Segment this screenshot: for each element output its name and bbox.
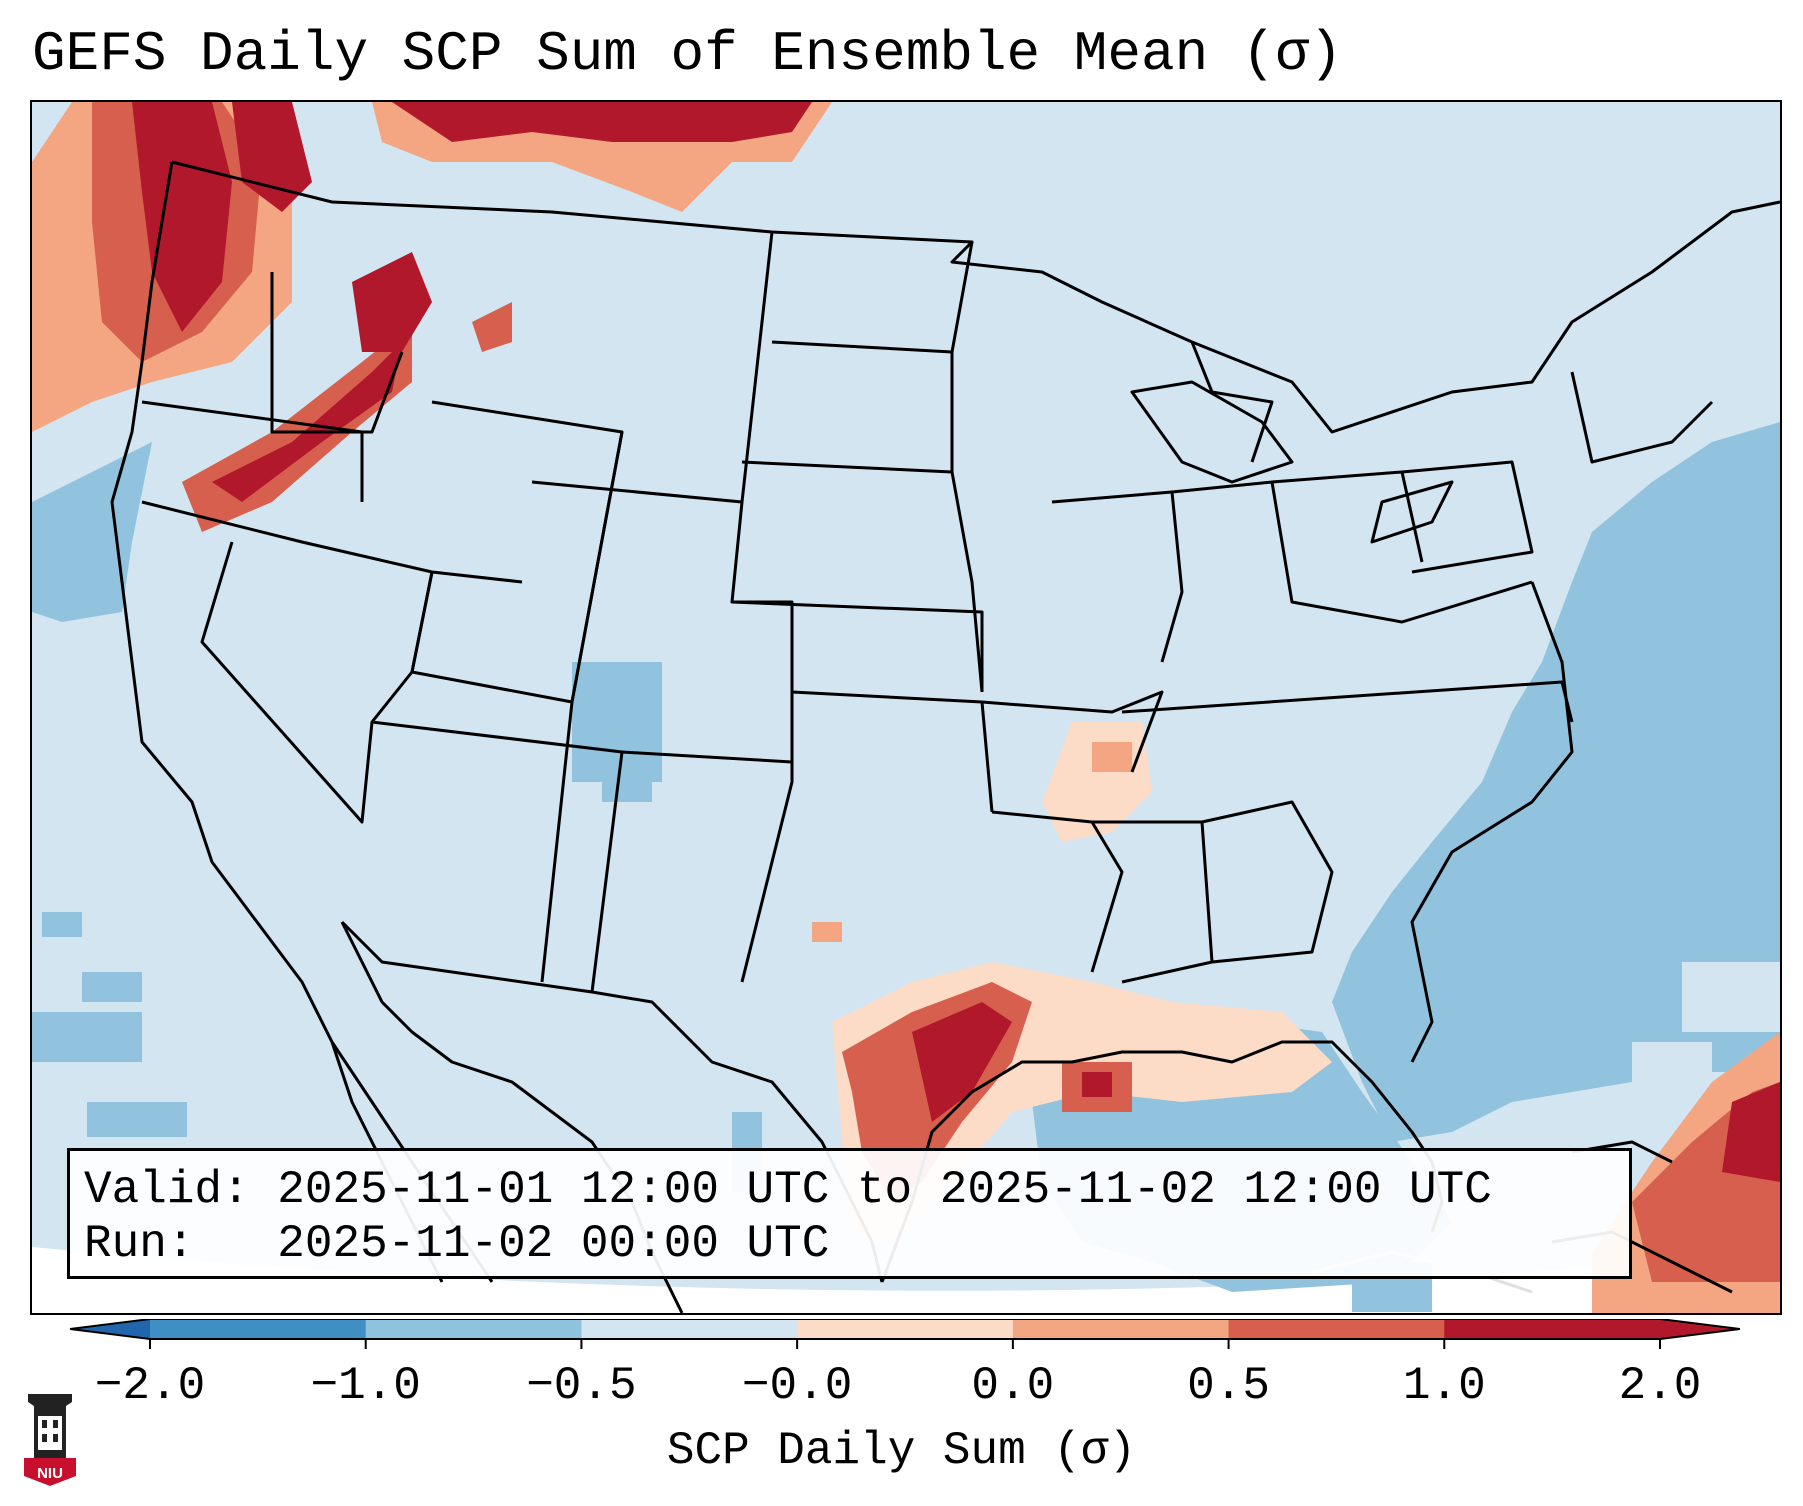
colorbar-tick-label: 0.5 xyxy=(1187,1360,1270,1412)
colorbar-tick-label: 0.0 xyxy=(971,1360,1055,1412)
colorbar-segment xyxy=(797,1319,1014,1339)
pnw-red-region xyxy=(32,102,832,532)
colorbar-segment xyxy=(150,1319,367,1339)
colorbar-segment xyxy=(365,1319,582,1339)
projection-edge xyxy=(32,1247,1780,1313)
run-label: Run: xyxy=(84,1218,195,1270)
colorbar-tick-label: −1.0 xyxy=(310,1360,421,1412)
colorbar-tick-label: −2.0 xyxy=(94,1360,206,1412)
colorbar-label: SCP Daily Sum (σ) xyxy=(666,1425,1137,1477)
colorbar-tick-label: 1.0 xyxy=(1402,1360,1486,1412)
colorbar-tick-label: −0.0 xyxy=(741,1360,853,1412)
map-canvas xyxy=(32,102,1780,1313)
map-frame xyxy=(30,100,1782,1315)
colorbar-extend-min xyxy=(70,1319,150,1339)
light-patches xyxy=(1632,962,1780,1082)
chart-title: GEFS Daily SCP Sum of Ensemble Mean (σ) xyxy=(32,22,1343,86)
valid-run-info-box: Valid: 2025-11-01 12:00 UTC to 2025-11-0… xyxy=(67,1148,1632,1279)
run-value: 2025-11-02 00:00 UTC xyxy=(277,1218,830,1270)
colorbar-segment xyxy=(1228,1319,1445,1339)
colorbar-segment xyxy=(1012,1319,1230,1339)
colorbar-segment xyxy=(581,1319,798,1339)
valid-label: Valid: xyxy=(84,1164,250,1216)
colorbar xyxy=(70,1319,1740,1349)
atlantic-ocean xyxy=(1332,422,1780,1142)
colorbar-extend-max xyxy=(1660,1319,1740,1339)
colorbar-tick-label: 2.0 xyxy=(1618,1360,1702,1412)
niu-logo: NIU xyxy=(24,1394,76,1486)
valid-value: 2025-11-01 12:00 UTC to 2025-11-02 12:00… xyxy=(277,1164,1492,1216)
colorbar-tick-label: −0.5 xyxy=(526,1360,637,1412)
logo-text: NIU xyxy=(37,1465,63,1482)
caribbean-red-region xyxy=(1592,1032,1780,1313)
colorbar-segment xyxy=(1444,1319,1661,1339)
logo-shield xyxy=(24,1458,76,1486)
